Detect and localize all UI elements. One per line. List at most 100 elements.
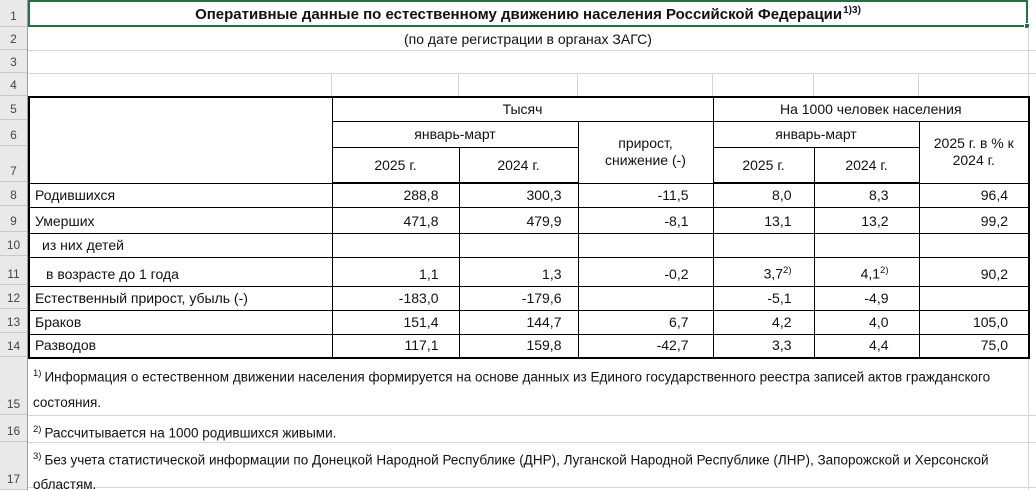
header-change[interactable]: прирост, снижение (-) xyxy=(577,120,714,184)
row-header-4[interactable]: 4 xyxy=(0,73,27,96)
row-header-1[interactable]: 1 xyxy=(0,0,27,27)
corner-cell[interactable] xyxy=(28,96,333,184)
cell[interactable]: 4,12) xyxy=(813,256,920,287)
footnote-marker: 2) xyxy=(783,264,792,276)
cell[interactable]: 4,0 xyxy=(813,309,920,335)
row-label[interactable]: в возрасте до 1 года xyxy=(28,256,333,287)
footnote-1[interactable]: 1) Информация о естественном движении нас… xyxy=(28,357,1028,415)
cell[interactable]: 4,2 xyxy=(712,309,815,335)
cell[interactable]: 96,4 xyxy=(918,182,1030,208)
gridline xyxy=(712,73,713,96)
cell[interactable]: 471,8 xyxy=(331,206,460,234)
cell[interactable]: 3,72) xyxy=(712,256,815,287)
row-header-14[interactable]: 14 xyxy=(0,333,27,357)
header-percent-2025-to-2024[interactable]: 2025 г. в % к 2024 г. xyxy=(918,120,1030,184)
cell[interactable]: 479,9 xyxy=(458,206,579,234)
table-row-natural-increase: Естественный прирост, убыль (-) -183,0 -… xyxy=(28,285,1030,311)
cell[interactable]: 13,2 xyxy=(813,206,920,234)
row-header-15[interactable]: 15 xyxy=(0,357,27,415)
cell[interactable]: 6,7 xyxy=(577,309,714,335)
gridline xyxy=(918,73,919,96)
row-header-9[interactable]: 9 xyxy=(0,206,27,232)
header-row-years: 2025 г. 2024 г. 2025 г. 2024 г. xyxy=(29,146,1029,184)
cell[interactable]: 1,3 xyxy=(458,256,579,287)
selection-fill-handle[interactable] xyxy=(1024,23,1030,29)
subtitle-cell[interactable]: (по дате регистрации в органах ЗАГС) xyxy=(28,27,1028,50)
header-year-2024-per-1000[interactable]: 2024 г. xyxy=(813,146,920,184)
gridline xyxy=(28,487,1036,488)
row-label[interactable]: Естественный прирост, убыль (-) xyxy=(28,285,333,311)
row-header-12[interactable]: 12 xyxy=(0,285,27,309)
cell[interactable] xyxy=(813,232,920,258)
cell[interactable]: 144,7 xyxy=(458,309,579,335)
gridline xyxy=(28,442,1036,443)
cell[interactable]: 90,2 xyxy=(918,256,1030,287)
cell[interactable]: -183,0 xyxy=(331,285,460,311)
header-year-2024-thousands[interactable]: 2024 г. xyxy=(458,146,579,184)
footnote-2[interactable]: 2) Рассчитывается на 1000 родившихся живы… xyxy=(28,415,1028,442)
row-label[interactable]: из них детей xyxy=(28,232,333,258)
cell[interactable] xyxy=(918,285,1030,311)
cell[interactable]: 8,3 xyxy=(813,182,920,208)
header-thousands[interactable]: Тысяч xyxy=(331,96,714,122)
row-header-11[interactable]: 11 xyxy=(0,256,27,285)
cell[interactable]: 1,1 xyxy=(331,256,460,287)
row-label[interactable]: Браков xyxy=(28,309,333,335)
cell[interactable]: 8,0 xyxy=(712,182,815,208)
row-label[interactable]: Разводов xyxy=(28,333,333,359)
sheet-content: Оперативные данные по естественному движ… xyxy=(28,0,1036,490)
cell[interactable]: -8,1 xyxy=(577,206,714,234)
row-header-13[interactable]: 13 xyxy=(0,309,27,333)
cell[interactable]: 300,3 xyxy=(458,182,579,208)
row-header-10[interactable]: 10 xyxy=(0,232,27,256)
gridline xyxy=(1028,357,1029,490)
cell[interactable] xyxy=(918,232,1030,258)
row-header-17[interactable]: 17 xyxy=(0,442,27,490)
header-period-per-1000[interactable]: январь-март xyxy=(712,120,920,148)
cell[interactable]: -4,9 xyxy=(813,285,920,311)
title-cell[interactable]: Оперативные данные по естественному движ… xyxy=(28,0,1030,29)
header-per-1000[interactable]: На 1000 человек населения xyxy=(712,96,1030,122)
row-label[interactable]: Родившихся xyxy=(28,182,333,208)
cell[interactable]: -42,7 xyxy=(577,333,714,359)
cell[interactable] xyxy=(712,232,815,258)
row-header-8[interactable]: 8 xyxy=(0,182,27,206)
footnote-3[interactable]: 3) Без учета статистической информации по… xyxy=(28,442,1028,490)
cell[interactable]: 99,2 xyxy=(918,206,1030,234)
title-footnote-markers: 1)3) xyxy=(843,4,861,16)
cell[interactable] xyxy=(458,232,579,258)
subtitle-text: (по дате регистрации в органах ЗАГС) xyxy=(404,30,652,47)
footnote-3-marker: 3) xyxy=(33,451,42,462)
cell[interactable]: -5,1 xyxy=(712,285,815,311)
row-header-5[interactable]: 5 xyxy=(0,96,27,120)
row-label[interactable]: Умерших xyxy=(28,206,333,234)
row-header-16[interactable]: 16 xyxy=(0,415,27,442)
header-row-groups: Тысяч На 1000 человек населения xyxy=(28,96,1030,184)
cell[interactable]: -0,2 xyxy=(577,256,714,287)
cell[interactable]: 159,8 xyxy=(458,333,579,359)
cell[interactable] xyxy=(577,285,714,311)
cell[interactable]: -179,6 xyxy=(458,285,579,311)
row-header-3[interactable]: 3 xyxy=(0,50,27,73)
cell[interactable]: 151,4 xyxy=(331,309,460,335)
footnote-marker: 2) xyxy=(880,264,889,276)
cell[interactable]: -11,5 xyxy=(577,182,714,208)
gridline xyxy=(28,50,1036,51)
header-year-2025-per-1000[interactable]: 2025 г. xyxy=(712,146,815,184)
row-header-6[interactable]: 6 xyxy=(0,120,27,146)
footnote-1-text: Информация о естественном движении насел… xyxy=(33,369,991,410)
cell[interactable]: 3,3 xyxy=(712,333,815,359)
row-header-7[interactable]: 7 xyxy=(0,146,27,182)
cell[interactable]: 117,1 xyxy=(331,333,460,359)
cell[interactable]: 4,4 xyxy=(813,333,920,359)
cell[interactable] xyxy=(577,232,714,258)
cell[interactable]: 288,8 xyxy=(331,182,460,208)
table-row-divorces: Разводов 117,1 159,8 -42,7 3,3 4,4 75,0 xyxy=(28,333,1030,359)
header-year-2025-thousands[interactable]: 2025 г. xyxy=(331,146,460,184)
cell[interactable]: 75,0 xyxy=(918,333,1030,359)
cell[interactable] xyxy=(331,232,460,258)
cell[interactable]: 105,0 xyxy=(918,309,1030,335)
cell[interactable]: 13,1 xyxy=(712,206,815,234)
row-header-2[interactable]: 2 xyxy=(0,27,27,50)
header-period-thousands[interactable]: январь-март xyxy=(331,120,579,148)
